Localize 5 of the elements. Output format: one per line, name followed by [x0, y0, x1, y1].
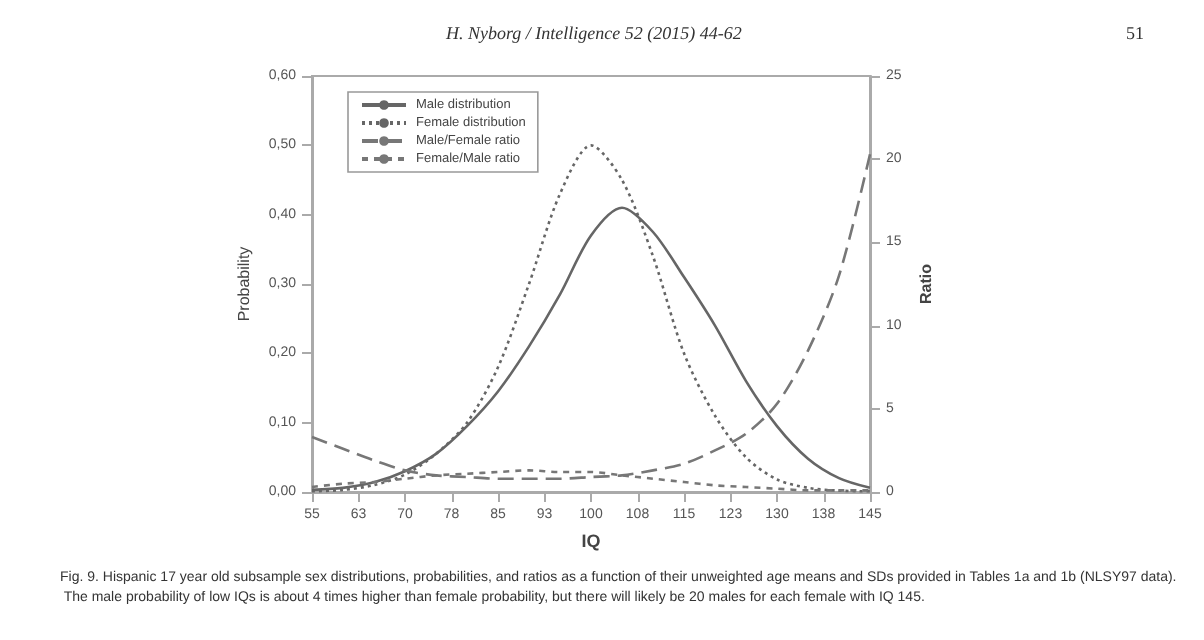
y2-axis-title: Ratio [917, 263, 935, 304]
y-axis-title: Probability [235, 246, 253, 322]
text: H. Nyborg / Intelligence 52 (2015) 44-62 [444, 23, 743, 43]
text: 51 [1126, 23, 1144, 43]
x-axis-title: IQ [581, 530, 601, 551]
